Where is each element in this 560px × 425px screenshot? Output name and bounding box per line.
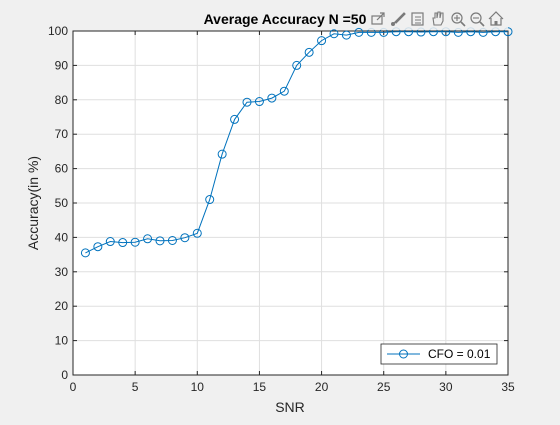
y-axis-label: Accuracy(in %) — [25, 156, 41, 250]
x-tick-label: 25 — [377, 380, 391, 394]
data-point — [155, 236, 165, 246]
legend-box — [380, 343, 498, 365]
x-tick-label: 35 — [501, 380, 515, 394]
y-tick-label: 0 — [61, 368, 68, 382]
axis-ticks: 0 5 10 15 20 25 30 35 0 10 20 30 40 50 60 70 80 90 100 — [48, 24, 515, 394]
data-point — [130, 237, 140, 247]
data-point — [267, 93, 277, 103]
x-tick-label: 30 — [439, 380, 453, 394]
y-tick-label: 30 — [55, 265, 69, 279]
chart-title: Average Accuracy N =50 — [204, 11, 367, 27]
y-tick-label: 60 — [55, 162, 69, 176]
legend-label: CFO = 0.01 — [428, 347, 491, 361]
pan-icon[interactable] — [432, 11, 444, 26]
data-point — [254, 97, 264, 107]
y-tick-label: 100 — [48, 24, 68, 38]
data-layer — [80, 27, 513, 258]
zoom-out-icon[interactable] — [470, 12, 485, 27]
legend: CFO = 0.01 — [380, 343, 498, 365]
data-point — [279, 86, 289, 96]
zoom-in-icon[interactable] — [451, 12, 466, 27]
data-point — [80, 248, 90, 258]
data-point — [354, 27, 364, 37]
y-tick-label: 40 — [55, 230, 69, 244]
data-point — [93, 242, 103, 252]
data-point — [143, 234, 153, 244]
data-point — [118, 238, 128, 248]
x-tick-label: 5 — [132, 380, 139, 394]
data-point — [205, 195, 215, 205]
x-tick-label: 0 — [70, 380, 77, 394]
x-tick-label: 20 — [315, 380, 329, 394]
grid — [73, 31, 508, 375]
brush-icon[interactable] — [391, 12, 406, 26]
y-tick-label: 20 — [55, 299, 69, 313]
data-point — [341, 30, 351, 40]
toolbar-background — [366, 8, 508, 30]
x-tick-label: 10 — [191, 380, 205, 394]
legend-marker — [399, 349, 408, 359]
data-point — [167, 235, 177, 245]
data-point — [242, 97, 252, 107]
y-tick-label: 70 — [55, 127, 69, 141]
x-tick-label: 15 — [253, 380, 267, 394]
home-icon[interactable] — [488, 11, 504, 26]
data-point — [304, 47, 314, 57]
export-icon[interactable] — [371, 12, 385, 25]
x-axis-label: SNR — [275, 399, 305, 415]
axes-toolbar — [366, 8, 508, 30]
data-point — [292, 60, 302, 70]
data-point — [105, 237, 115, 247]
data-point — [217, 149, 227, 159]
data-point — [180, 233, 190, 243]
data-point — [329, 29, 339, 39]
data-point — [317, 36, 327, 46]
data-tips-icon[interactable] — [411, 12, 424, 26]
y-tick-label: 80 — [55, 93, 69, 107]
data-point — [192, 228, 202, 238]
y-tick-label: 10 — [55, 334, 69, 348]
y-tick-label: 90 — [55, 58, 69, 72]
y-tick-label: 50 — [55, 196, 69, 210]
data-point — [230, 114, 240, 124]
